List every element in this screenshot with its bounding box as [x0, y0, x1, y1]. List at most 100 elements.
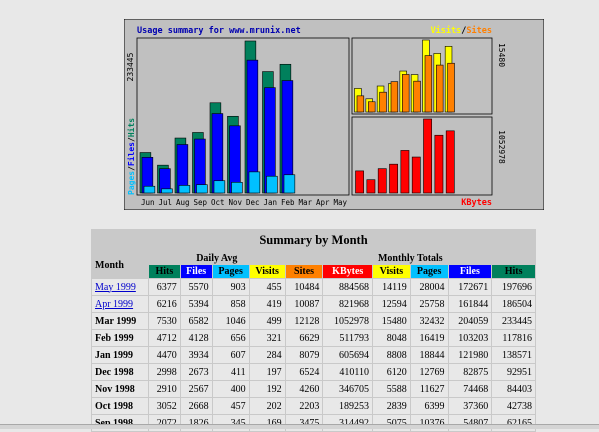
- bar-sites: [436, 64, 444, 113]
- value-cell: 4260: [285, 381, 323, 397]
- status-bar: [0, 424, 599, 429]
- value-cell: 197696: [492, 279, 535, 295]
- bar-sites: [413, 80, 421, 113]
- value-cell: 192: [249, 381, 285, 397]
- month-link[interactable]: Apr 1999: [95, 298, 134, 310]
- legend-hits: Hits: [126, 118, 136, 137]
- legend-kbytes: KBytes: [461, 198, 492, 208]
- value-cell: 12769: [410, 364, 448, 380]
- value-cell: 28004: [410, 279, 448, 295]
- table-row: Nov 1998 2910 2567 400 192 4260 346705 5588 1162…: [92, 381, 535, 397]
- value-cell: 12128: [285, 313, 323, 329]
- value-cell: 74468: [448, 381, 492, 397]
- table-row: Mar 1999 7530 6582 1046 499 12128 1052978 15480…: [92, 313, 535, 329]
- value-cell: 6377: [148, 279, 180, 295]
- bar-kbytes: [411, 156, 421, 194]
- value-cell: 202: [249, 398, 285, 414]
- value-cell: 4470: [148, 347, 180, 363]
- summary-table: Summary by Month Month Daily Avg Monthly…: [91, 229, 536, 432]
- main-plot-frame: [136, 37, 350, 196]
- visits-plot-frame: [351, 37, 493, 115]
- bar-pages: [143, 185, 156, 194]
- value-cell: 5570: [180, 279, 212, 295]
- kbytes-plot-frame: [351, 116, 493, 196]
- value-cell: 6399: [410, 398, 448, 414]
- bar-pages: [161, 188, 173, 194]
- monthly-totals-header: Monthly Totals: [285, 252, 535, 264]
- month-link[interactable]: May 1999: [95, 281, 136, 293]
- month-cell: Dec 1998: [92, 364, 148, 380]
- value-cell: 2567: [180, 381, 212, 397]
- bar-pages: [231, 182, 243, 194]
- daily-col-pages: Pages: [212, 265, 249, 278]
- legend-sep-3: /: [461, 26, 466, 36]
- table-row: May 1999 6377 5570 903 455 10484 884568 14119 28…: [92, 279, 535, 295]
- legend-visits: Visits: [431, 25, 462, 36]
- value-cell: 455: [249, 279, 285, 295]
- main-legend: Pages/Files/Hits: [126, 118, 136, 195]
- bar-kbytes: [377, 168, 387, 194]
- bar-sites: [447, 62, 455, 113]
- x-tick-label: Jan: [263, 198, 277, 207]
- value-cell: 2998: [148, 364, 180, 380]
- month-cell[interactable]: Apr 1999: [92, 296, 148, 312]
- x-tick-label: Nov: [228, 198, 242, 207]
- month-cell: Mar 1999: [92, 313, 148, 329]
- value-cell: 14119: [373, 279, 410, 295]
- x-tick-label: Aug: [176, 198, 190, 207]
- value-cell: 6524: [285, 364, 323, 380]
- value-cell: 2668: [180, 398, 212, 414]
- value-cell: 8808: [373, 347, 410, 363]
- bar-kbytes: [434, 134, 444, 194]
- bar-sites: [402, 74, 410, 113]
- bar-pages: [196, 184, 208, 194]
- value-cell: 121980: [448, 347, 492, 363]
- value-cell: 2203: [285, 398, 323, 414]
- value-cell: 11627: [410, 381, 448, 397]
- value-cell: 2839: [373, 398, 410, 414]
- main-ymax-label: 233445: [126, 52, 135, 81]
- value-cell: 172671: [448, 279, 492, 295]
- value-cell: 6120: [373, 364, 410, 380]
- bar-sites: [356, 95, 365, 113]
- value-cell: 117816: [492, 330, 535, 346]
- value-cell: 138571: [492, 347, 535, 363]
- value-cell: 10087: [285, 296, 323, 312]
- value-cell: 103203: [448, 330, 492, 346]
- daily-col-visits: Visits: [249, 265, 285, 278]
- monthly-col-hits: Hits: [492, 265, 535, 278]
- value-cell: 410110: [323, 364, 373, 380]
- value-cell: 821968: [323, 296, 373, 312]
- value-cell: 2910: [148, 381, 180, 397]
- value-cell: 1046: [212, 313, 249, 329]
- value-cell: 511793: [323, 330, 373, 346]
- value-cell: 7530: [148, 313, 180, 329]
- value-cell: 8048: [373, 330, 410, 346]
- bar-kbytes: [423, 118, 432, 194]
- month-cell[interactable]: May 1999: [92, 279, 148, 295]
- bar-sites: [379, 91, 387, 113]
- bar-kbytes: [389, 163, 398, 194]
- value-cell: 4712: [148, 330, 180, 346]
- summary-rows: May 1999 6377 5570 903 455 10484 884568 14119 28…: [92, 279, 535, 431]
- value-cell: 186504: [492, 296, 535, 312]
- monthly-col-files: Files: [448, 265, 492, 278]
- month-cell: Oct 1998: [92, 398, 148, 414]
- value-cell: 656: [212, 330, 249, 346]
- value-cell: 12594: [373, 296, 410, 312]
- value-cell: 419: [249, 296, 285, 312]
- value-cell: 346705: [323, 381, 373, 397]
- bar-pages: [283, 174, 296, 194]
- visits-legend: Visits/Sites: [431, 25, 492, 36]
- value-cell: 189253: [323, 398, 373, 414]
- x-tick-label: Apr: [316, 198, 330, 207]
- month-header: Month: [92, 252, 148, 278]
- value-cell: 32432: [410, 313, 448, 329]
- table-row: Jan 1999 4470 3934 607 284 8079 605694 8808 1884…: [92, 347, 535, 363]
- monthly-col-visits: Visits: [373, 265, 410, 278]
- table-row: Dec 1998 2998 2673 411 197 6524 410110 6120 1276…: [92, 364, 535, 380]
- value-cell: 6216: [148, 296, 180, 312]
- chart-title: Usage summary for www.mrunix.net: [137, 25, 301, 36]
- value-cell: 858: [212, 296, 249, 312]
- x-tick-label: Mar: [298, 198, 312, 207]
